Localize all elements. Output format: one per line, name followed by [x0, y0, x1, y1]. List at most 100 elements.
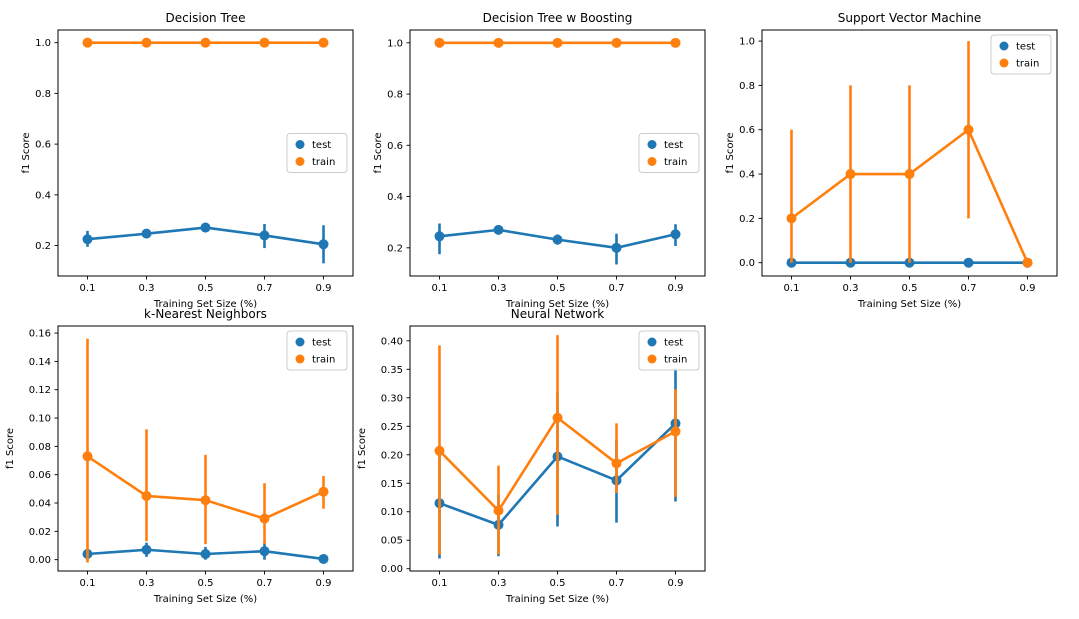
y-tick-label: 0.08 — [29, 442, 51, 453]
series-test-marker — [318, 239, 329, 250]
x-tick-label: 0.9 — [1020, 283, 1036, 294]
y-tick-label: 0.35 — [381, 365, 403, 376]
y-tick-label: 0.6 — [739, 125, 755, 136]
legend: test train — [286, 133, 348, 173]
series-test-marker — [318, 553, 329, 564]
legend-marker-test — [999, 41, 1009, 51]
x-tick-label: 0.7 — [609, 578, 625, 589]
series-train-marker — [845, 169, 856, 180]
y-tick-label: 1.0 — [35, 38, 51, 49]
x-tick-label: 0.5 — [550, 578, 566, 589]
legend-marker-train — [647, 354, 657, 364]
x-tick-label: 0.9 — [316, 578, 332, 589]
x-tick-label: 0.5 — [550, 283, 566, 294]
series-train-marker — [141, 490, 152, 501]
x-tick-label: 0.1 — [432, 578, 448, 589]
legend: test train — [638, 133, 700, 173]
y-tick-label: 0.6 — [387, 141, 403, 152]
series-train-marker — [670, 426, 681, 437]
y-tick-label: 0.2 — [35, 241, 51, 252]
chart-title: Support Vector Machine — [838, 11, 982, 25]
y-tick-label: 0.00 — [381, 564, 403, 575]
legend-label-train: train — [664, 157, 687, 168]
y-tick-label: 0.2 — [387, 243, 403, 254]
y-tick-label: 0.8 — [387, 90, 403, 101]
x-axis-label: Training Set Size (%) — [153, 594, 257, 605]
y-axis-label: f1 Score — [5, 428, 16, 469]
subplot-k-nearest-neighbors: k-Nearest Neighbors 0.00 0.02 0.04 0.06 0.08 0… — [5, 307, 354, 605]
series-test-marker — [259, 230, 270, 241]
legend-marker-test — [647, 337, 657, 347]
subplot-support-vector-machine: Support Vector Machine 0.0 0.2 0.4 0.6 0.8 1.0… — [725, 11, 1058, 310]
x-tick-label: 0.3 — [139, 283, 155, 294]
series-train-marker — [552, 412, 563, 423]
legend-label-train: train — [1016, 59, 1039, 70]
x-tick-label: 0.1 — [80, 283, 96, 294]
series-train-marker — [434, 37, 445, 48]
legend-marker-test — [295, 140, 305, 149]
y-tick-label: 0.02 — [29, 527, 51, 538]
series-train-marker — [670, 37, 681, 48]
x-tick-label: 0.7 — [961, 283, 977, 294]
series-test — [82, 542, 329, 564]
legend-marker-test — [647, 140, 657, 149]
y-tick-label: 0.20 — [381, 450, 403, 461]
x-tick-label: 0.5 — [902, 283, 918, 294]
series-train — [434, 37, 681, 48]
legend-marker-train — [647, 157, 657, 166]
legend-label-test: test — [664, 338, 683, 349]
series-test-marker — [670, 229, 681, 240]
series-test-marker — [82, 234, 93, 245]
series-test-marker — [141, 228, 152, 239]
series-train — [82, 37, 329, 48]
y-tick-label: 0.4 — [35, 190, 51, 201]
chart-title: Decision Tree — [166, 11, 246, 25]
y-tick-label: 0.2 — [739, 214, 755, 225]
y-tick-label: 0.14 — [29, 357, 51, 368]
legend-marker-test — [295, 337, 305, 347]
y-tick-label: 0.00 — [29, 555, 51, 566]
series-train-marker — [318, 37, 329, 48]
series-train-marker — [318, 486, 329, 497]
series-train-marker — [611, 37, 622, 48]
legend-label-test: test — [664, 140, 683, 151]
y-axis-label: f1 Score — [357, 428, 368, 469]
x-tick-label: 0.3 — [491, 578, 507, 589]
series-train — [786, 41, 1033, 268]
series-train-marker — [259, 513, 270, 524]
series-test-marker — [141, 544, 152, 555]
y-tick-label: 0.12 — [29, 385, 51, 396]
x-axis-label: Training Set Size (%) — [857, 299, 961, 310]
x-tick-label: 0.7 — [257, 283, 273, 294]
series-test-marker — [552, 234, 563, 245]
series-train — [82, 338, 329, 563]
y-tick-label: 0.4 — [387, 192, 403, 203]
series-test-marker — [493, 224, 504, 235]
y-tick-label: 0.06 — [29, 470, 51, 481]
subplot-decision-tree-w-boosting: Decision Tree w Boosting 0.2 0.4 0.6 0.8 1.0 0… — [373, 11, 706, 310]
x-tick-label: 0.9 — [668, 578, 684, 589]
legend-marker-train — [295, 354, 305, 364]
series-train-marker — [552, 37, 563, 48]
legend-label-test: test — [312, 140, 331, 151]
y-tick-label: 0.4 — [739, 170, 755, 181]
x-axis-label: Training Set Size (%) — [505, 299, 609, 310]
x-axis-label: Training Set Size (%) — [505, 594, 609, 605]
y-axis-label: f1 Score — [373, 132, 384, 173]
chart-title: Decision Tree w Boosting — [483, 11, 633, 25]
series-train-marker — [434, 445, 445, 456]
series-test-marker — [259, 546, 270, 557]
series-test-marker — [200, 222, 211, 233]
y-tick-label: 0.10 — [381, 507, 403, 518]
series-test-marker — [434, 231, 445, 242]
x-axis-label: Training Set Size (%) — [153, 299, 257, 310]
series-train-marker — [611, 458, 622, 469]
y-tick-label: 0.16 — [29, 329, 51, 340]
y-tick-label: 0.8 — [739, 81, 755, 92]
legend-label-test: test — [1016, 42, 1035, 53]
y-tick-label: 0.30 — [381, 393, 403, 404]
series-train-marker — [200, 37, 211, 48]
